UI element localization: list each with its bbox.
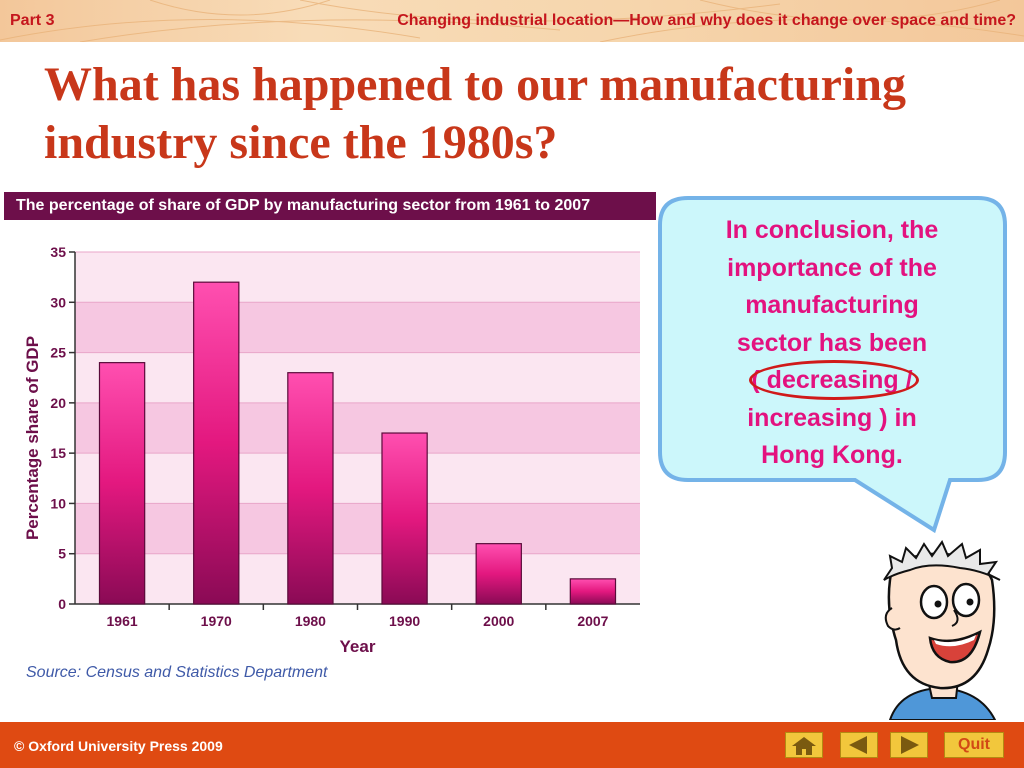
y-tick-label: 30	[50, 294, 66, 310]
y-tick-label: 20	[50, 395, 66, 411]
cartoon-boy-illustration	[883, 540, 1001, 720]
grid-band	[75, 402, 640, 454]
page-title: What has happened to our manufacturing i…	[44, 58, 906, 169]
bar-1980	[287, 372, 334, 605]
bar-2007	[569, 578, 617, 605]
x-axis-title: Year	[340, 637, 376, 656]
y-tick-label: 10	[50, 495, 66, 511]
choice-increasing: increasing	[747, 403, 873, 432]
y-tick-label: 25	[50, 345, 66, 361]
y-axis-title: Percentage share of GDP	[23, 336, 42, 540]
x-tick-label: 1990	[389, 613, 420, 629]
chart-title: The percentage of share of GDP by manufa…	[4, 192, 656, 220]
bubble-line: importance of the	[727, 253, 937, 282]
quit-button[interactable]: Quit	[944, 732, 1004, 758]
header-texture	[0, 0, 1024, 42]
previous-button[interactable]	[840, 732, 878, 758]
right-arrow-icon	[901, 736, 919, 754]
source-note: Source: Census and Statistics Department	[26, 664, 328, 681]
bubble-line: Hong Kong.	[761, 441, 903, 469]
y-tick-label: 15	[50, 445, 66, 461]
bar-1970	[193, 281, 240, 605]
left-arrow-icon	[849, 736, 867, 754]
x-tick-label: 1961	[107, 613, 138, 629]
y-tick-label: 35	[50, 244, 66, 260]
grid-band	[75, 453, 640, 504]
bubble-line: In conclusion, the	[725, 216, 939, 244]
topic-label: Changing industrial location—How and why…	[397, 12, 1016, 29]
home-icon	[792, 737, 816, 755]
bubble-text: In conclusion, the importance of the man…	[690, 212, 974, 475]
choice-decreasing: decreasing	[748, 360, 919, 400]
y-tick-label: 5	[58, 546, 66, 562]
grid-band	[75, 503, 640, 554]
bar-2000	[475, 543, 522, 605]
grid-band	[75, 302, 640, 353]
bar-1961	[98, 362, 146, 605]
next-button[interactable]	[890, 732, 928, 758]
header-band: Part 3 Changing industrial location—How …	[0, 0, 1024, 42]
x-tick-label: 1970	[201, 613, 232, 629]
footer-bar: © Oxford University Press 2009 Quit	[0, 722, 1024, 768]
x-tick-label: 2000	[483, 613, 514, 629]
red-circle-mark	[748, 360, 919, 400]
bar-1990	[381, 432, 428, 605]
copyright: © Oxford University Press 2009	[14, 738, 223, 754]
grid-band	[75, 352, 640, 403]
home-button[interactable]	[785, 732, 823, 758]
close-paren: ) in	[879, 403, 917, 432]
part-label: Part 3	[10, 12, 55, 29]
x-tick-label: 1980	[295, 613, 326, 629]
y-tick-label: 0	[58, 596, 66, 612]
x-tick-label: 2007	[577, 613, 608, 629]
bubble-choice-line: increasing ) in	[690, 400, 974, 438]
bubble-line: manufacturing	[745, 291, 919, 319]
grid-band	[75, 553, 640, 604]
bar-chart: 0 5 10 15 20 25 30 35 1961 1970 1980 1990 2000 2007 Ye…	[23, 244, 640, 656]
bubble-line: sector has been	[736, 328, 928, 357]
bubble-choice-line: ( decreasing /	[690, 360, 974, 400]
grid-band	[75, 252, 640, 303]
